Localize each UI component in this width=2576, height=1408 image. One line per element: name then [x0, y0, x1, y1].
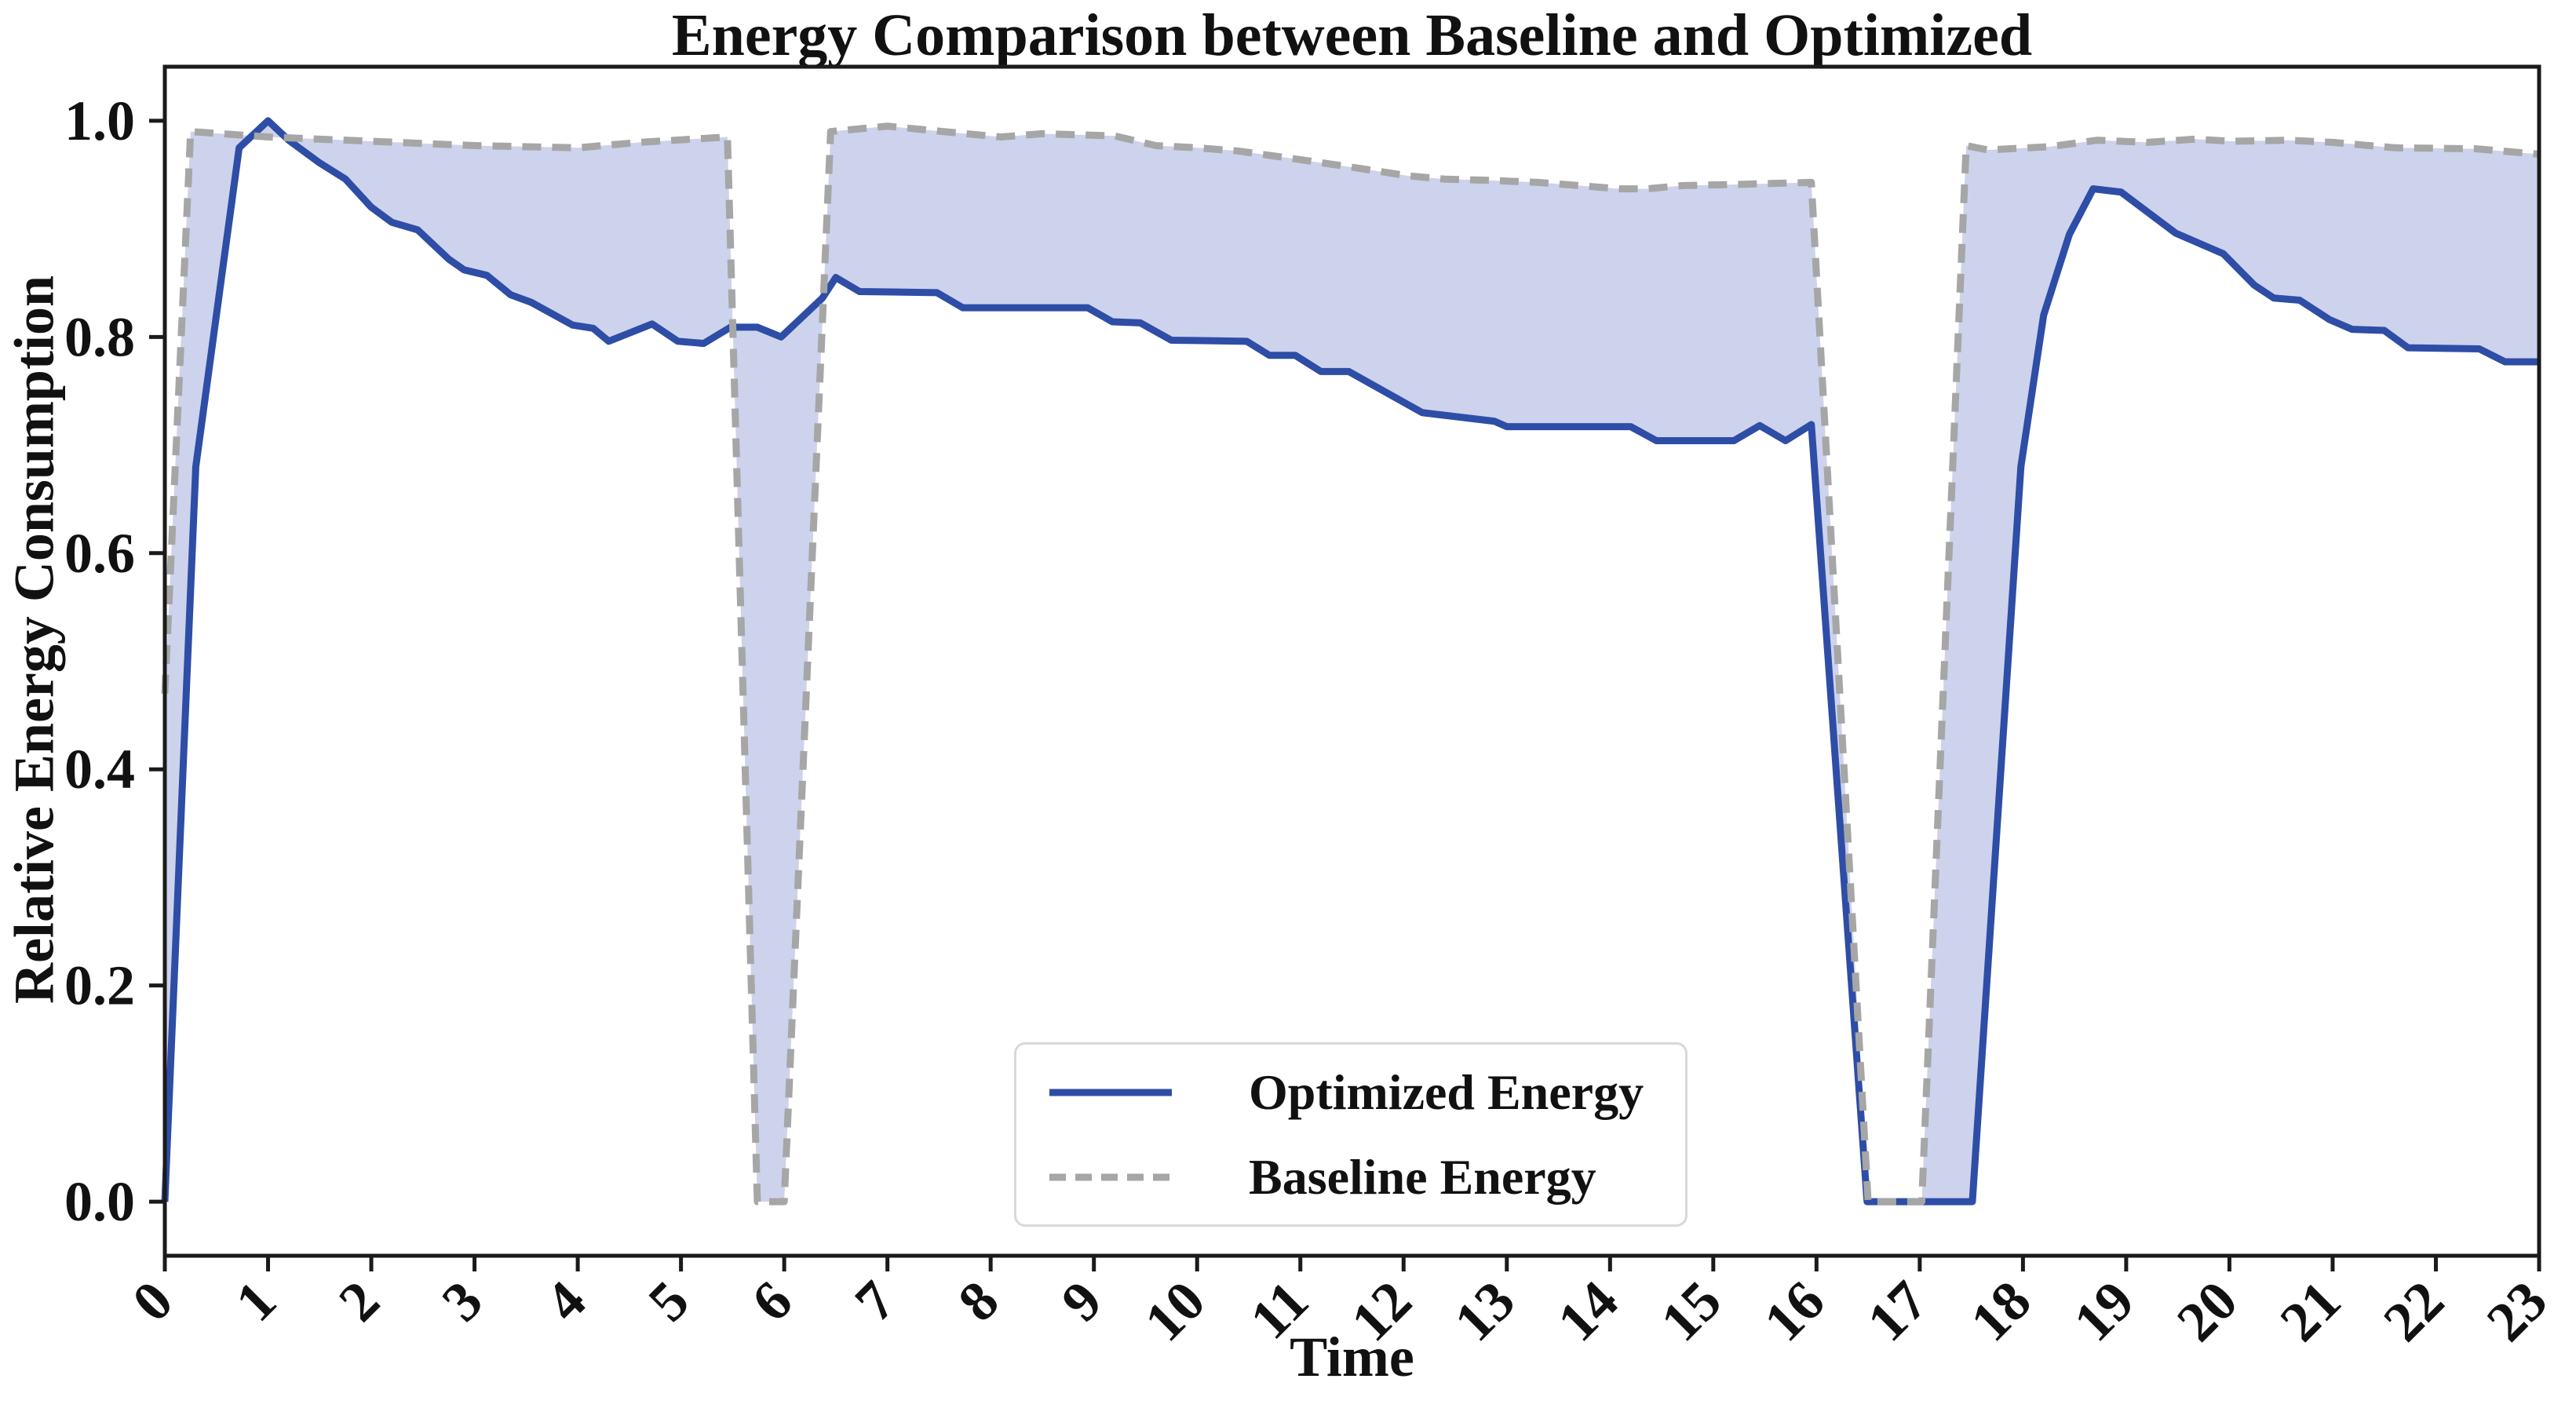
- x-tick-label: 5: [637, 1269, 701, 1333]
- y-tick-label: 0.4: [64, 738, 135, 801]
- y-tick-label: 0.6: [64, 522, 135, 585]
- legend-label-optimized: Optimized Energy: [1249, 1063, 1644, 1120]
- legend-line-optimized-icon: [1049, 1089, 1172, 1096]
- x-tick-label: 9: [1049, 1269, 1114, 1333]
- x-tick-label: 0: [120, 1269, 184, 1333]
- x-tick-label: 8: [946, 1269, 1010, 1333]
- y-tick-label: 0.2: [64, 954, 135, 1017]
- x-tick-label: 3: [430, 1269, 494, 1333]
- legend-line-baseline-icon: [1049, 1173, 1172, 1180]
- x-axis-label: Time: [1290, 1326, 1414, 1388]
- legend-item-baseline: Baseline Energy: [1049, 1148, 1652, 1206]
- y-axis-ticks: 0.0 0.2 0.4 0.6 0.8 1.0: [64, 89, 165, 1233]
- baseline-energy-line: [161, 122, 2540, 1206]
- x-tick-label: 4: [533, 1269, 597, 1333]
- chart-title: Energy Comparison between Baseline and O…: [671, 2, 2033, 68]
- band-fill: [165, 120, 2539, 1202]
- y-tick-label: 0.8: [64, 305, 135, 368]
- x-tick-label: 2: [327, 1269, 391, 1333]
- x-tick-label: 6: [739, 1269, 804, 1333]
- legend-item-optimized: Optimized Energy: [1049, 1063, 1652, 1122]
- y-axis-label: Relative Energy Consumption: [2, 275, 66, 1005]
- y-tick-label: 0.0: [64, 1170, 135, 1233]
- y-tick-label: 1.0: [64, 89, 135, 152]
- legend: Optimized Energy Baseline Energy: [1014, 1042, 1688, 1227]
- plot-border: [162, 64, 2541, 1258]
- legend-label-baseline: Baseline Energy: [1249, 1148, 1596, 1205]
- optimized-energy-line: [161, 117, 2539, 1206]
- x-tick-label: 7: [843, 1269, 907, 1333]
- x-tick-label: 1: [224, 1269, 288, 1333]
